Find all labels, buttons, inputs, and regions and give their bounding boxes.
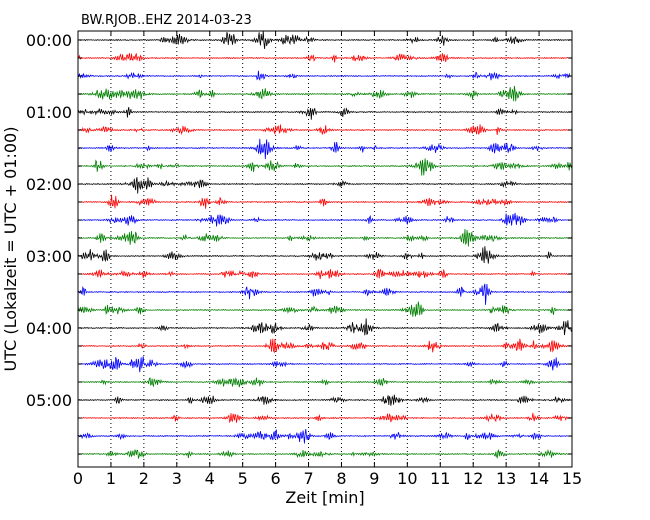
x-tick-label: 10	[397, 469, 417, 488]
x-tick-label: 13	[496, 469, 516, 488]
seismogram-trace	[77, 356, 573, 373]
x-tick-label: 4	[205, 469, 215, 488]
seismogram-trace	[77, 106, 573, 120]
x-tick-label: 15	[562, 469, 582, 488]
x-tick-label: 1	[106, 469, 116, 488]
seismogram-trace	[77, 301, 573, 317]
x-tick-label: 3	[172, 469, 182, 488]
x-tick-label: 2	[139, 469, 149, 488]
x-tick-label: 14	[529, 469, 549, 488]
seismogram-trace	[77, 229, 573, 247]
x-tick-label: 12	[463, 469, 483, 488]
y-tick-label: 04:00	[26, 319, 72, 338]
seismogram-trace	[77, 53, 573, 63]
y-tick-label: 00:00	[26, 31, 72, 50]
x-axis: 0 1 2 3 4 5 6 7 8 9 10 11 12 13 14 15	[73, 31, 582, 488]
x-axis-label: Zeit [min]	[285, 488, 364, 507]
seismogram-trace	[77, 138, 573, 160]
y-tick-label: 03:00	[26, 247, 72, 266]
seismogram-trace	[77, 212, 573, 227]
y-axis: 00:00 01:00 02:00 03:00 04:00 05:00	[26, 31, 572, 455]
x-tick-label: 0	[73, 469, 83, 488]
seismogram-traces	[77, 30, 573, 460]
seismogram-trace	[77, 30, 573, 50]
seismogram-trace	[77, 412, 573, 424]
seismogram-trace	[77, 194, 573, 209]
x-tick-label: 5	[238, 469, 248, 488]
chart-title: BW.RJOB..EHZ 2014-03-23	[81, 13, 252, 28]
seismogram-trace	[77, 283, 573, 305]
seismogram-trace	[77, 338, 573, 354]
y-tick-label: 05:00	[26, 391, 72, 410]
y-tick-label: 01:00	[26, 103, 72, 122]
x-tick-label: 8	[336, 469, 346, 488]
grid-lines	[110, 31, 540, 467]
plot-frame	[77, 30, 573, 468]
x-tick-label: 6	[271, 469, 281, 488]
plot-area	[78, 31, 572, 467]
seismogram-trace	[77, 394, 573, 406]
seismogram-trace	[77, 177, 573, 194]
seismogram-trace	[77, 377, 573, 388]
seismogram-trace	[77, 85, 573, 102]
seismogram-trace	[77, 246, 573, 264]
seismogram-trace	[77, 429, 573, 444]
seismogram-trace	[77, 448, 573, 460]
y-axis-label: UTC (Lokalzeit = UTC + 01:00)	[1, 127, 20, 372]
seismogram-trace	[77, 318, 573, 336]
seismogram-trace	[77, 124, 573, 136]
x-tick-label: 9	[369, 469, 379, 488]
y-tick-label: 02:00	[26, 175, 72, 194]
seismogram-trace	[77, 158, 573, 176]
x-tick-label: 7	[303, 469, 313, 488]
seismogram-trace	[77, 70, 573, 81]
x-tick-label: 11	[430, 469, 450, 488]
seismogram-trace	[77, 268, 573, 280]
